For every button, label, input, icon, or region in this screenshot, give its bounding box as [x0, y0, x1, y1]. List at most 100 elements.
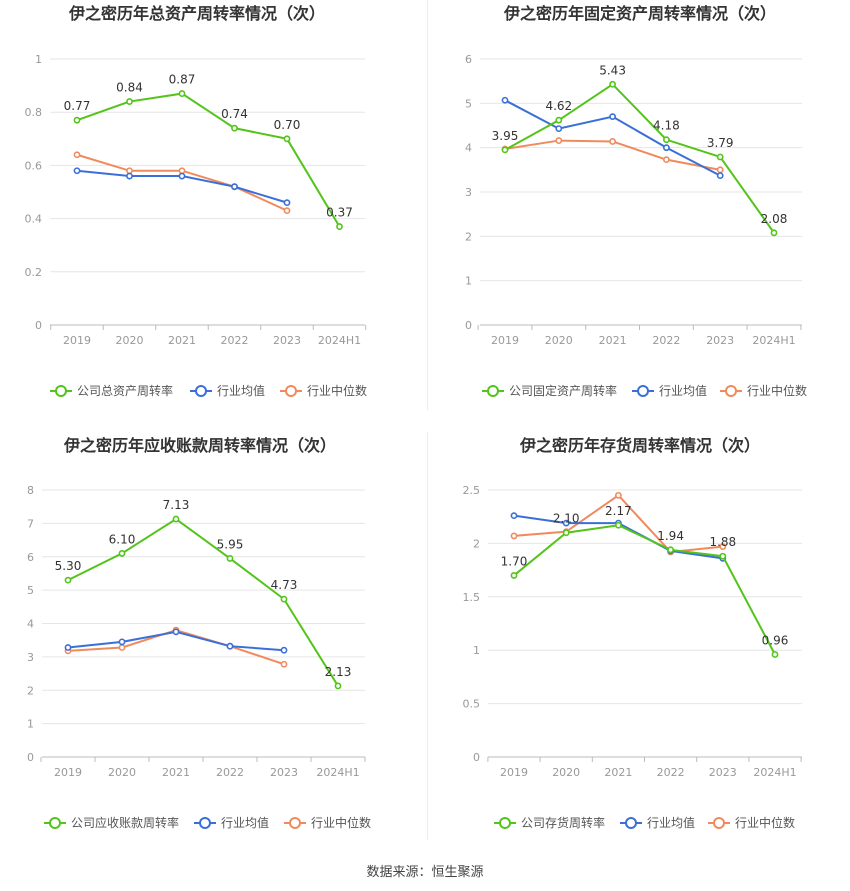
legend-marker	[637, 385, 649, 397]
data-point-median	[716, 166, 724, 174]
data-point-median	[73, 151, 81, 159]
x-tick-label: 2020	[108, 766, 136, 779]
data-label: 4.18	[653, 119, 680, 133]
legend-item-median: 行业中位数	[284, 815, 371, 830]
data-point-median	[609, 138, 616, 145]
data-point-avg	[609, 113, 616, 121]
vertical-divider-bottom	[427, 432, 428, 840]
legend-marker	[195, 385, 207, 397]
data-label: 0.74	[221, 107, 248, 121]
data-point-median	[126, 167, 133, 175]
data-label: 5.43	[599, 63, 626, 77]
data-point-company	[64, 576, 72, 584]
data-point-avg	[178, 172, 186, 180]
x-tick-label: 2021	[604, 766, 632, 779]
legend-item-avg: 行业均值	[620, 815, 695, 830]
data-point-avg	[555, 125, 563, 133]
legend-label: 公司总资产周转率	[77, 383, 173, 398]
data-point-company	[562, 529, 570, 537]
data-label: 0.96	[762, 633, 789, 647]
data-label: 0.87	[169, 73, 196, 87]
data-label: 2.17	[605, 504, 632, 518]
data-point-avg	[126, 172, 133, 180]
legend-item-avg: 行业均值	[632, 383, 707, 398]
y-tick-label: 0	[465, 319, 472, 332]
x-tick-label: 2020	[116, 334, 144, 347]
data-point-company	[226, 555, 234, 562]
data-label: 4.73	[271, 578, 298, 592]
legend-item-median: 行业中位数	[720, 383, 807, 398]
vertical-divider-top	[427, 0, 428, 410]
data-point-company	[716, 153, 724, 161]
data-point-avg	[226, 642, 234, 650]
y-tick-label: 3	[465, 186, 472, 199]
data-point-median	[615, 491, 622, 499]
x-tick-label: 2022	[221, 334, 249, 347]
data-label: 5.95	[217, 537, 244, 551]
data-label: 4.62	[545, 99, 572, 113]
y-tick-label: 6	[465, 53, 472, 66]
data-source-note: 数据来源：恒生聚源	[366, 865, 484, 880]
y-tick-label: 5	[27, 584, 34, 597]
y-tick-label: 2.5	[463, 484, 481, 497]
y-tick-label: 1	[27, 718, 34, 731]
x-tick-label: 2021	[599, 334, 627, 347]
data-point-median	[663, 156, 670, 164]
x-tick-label: 2023	[706, 334, 734, 347]
y-tick-label: 1	[465, 275, 472, 288]
series-line-company	[76, 92, 341, 228]
data-point-company	[178, 90, 186, 97]
x-tick-label: 2020	[552, 766, 580, 779]
legend-marker	[55, 385, 67, 397]
data-point-company	[172, 515, 180, 523]
x-tick-label: 2022	[652, 334, 680, 347]
data-point-company	[663, 136, 670, 144]
data-label: 0.70	[274, 118, 301, 132]
y-tick-label: 0	[473, 751, 480, 764]
legend-label: 行业中位数	[735, 815, 795, 830]
legend-marker	[49, 817, 61, 829]
legend-label: 行业均值	[217, 383, 265, 398]
legend-label: 行业均值	[659, 383, 707, 398]
x-tick-label: 2021	[168, 334, 196, 347]
y-tick-label: 1	[35, 53, 42, 66]
y-tick-label: 0.2	[25, 266, 43, 279]
x-tick-label: 2024H1	[753, 766, 796, 779]
legend-item-median: 行业中位数	[708, 815, 795, 830]
data-label: 2.10	[553, 512, 580, 526]
data-point-company	[334, 682, 342, 690]
y-tick-label: 6	[27, 551, 34, 564]
y-tick-label: 4	[465, 142, 472, 155]
y-tick-label: 0	[35, 319, 42, 332]
data-point-avg	[73, 167, 81, 175]
legend-label: 行业均值	[647, 815, 695, 830]
legend-item-company: 公司存货周转率	[494, 815, 605, 830]
data-label: 1.88	[709, 535, 736, 549]
x-tick-label: 2021	[162, 766, 190, 779]
legend-label: 行业中位数	[311, 815, 371, 830]
data-point-company	[555, 116, 563, 124]
legend-marker	[725, 385, 737, 397]
data-point-company	[510, 572, 518, 579]
x-tick-label: 2023	[273, 334, 301, 347]
legend-marker	[289, 817, 301, 829]
legend-marker	[499, 817, 511, 829]
y-tick-label: 8	[27, 484, 34, 497]
data-label: 7.13	[163, 498, 190, 512]
data-point-company	[609, 80, 616, 88]
legend-item-company: 公司固定资产周转率	[482, 383, 617, 398]
data-point-avg	[231, 183, 238, 191]
legend-label: 行业中位数	[747, 383, 807, 398]
data-point-company	[280, 595, 288, 603]
legend-marker	[285, 385, 297, 397]
data-point-avg	[716, 172, 724, 179]
chart-panel-1: 伊之密历年总资产周转率情况（次） 0 0.2 0.4 0.6 0.8 1 2019 2020 20…	[25, 4, 368, 398]
data-point-company	[231, 124, 238, 132]
data-label: 5.30	[55, 559, 82, 573]
data-label: 1.94	[657, 529, 684, 543]
data-point-median	[510, 532, 518, 540]
data-point-company	[771, 651, 779, 658]
x-tick-label: 2023	[270, 766, 298, 779]
